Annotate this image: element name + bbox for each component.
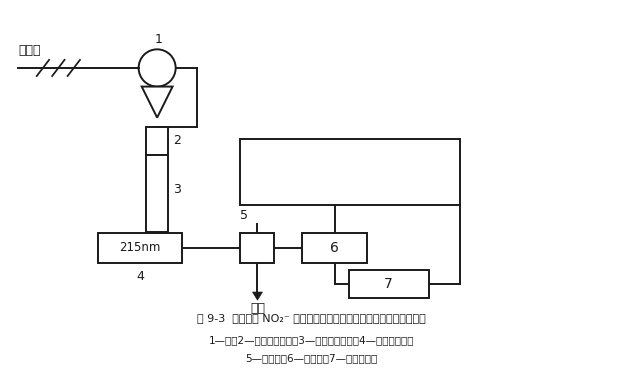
Text: 3: 3 <box>173 183 181 196</box>
Bar <box>146 155 168 232</box>
Bar <box>98 233 182 263</box>
Bar <box>240 139 460 204</box>
Text: 5—抑制器；6—电导池；7—电导检测器: 5—抑制器；6—电导池；7—电导检测器 <box>245 353 378 364</box>
Text: 4: 4 <box>136 270 144 284</box>
Text: 6: 6 <box>330 241 339 255</box>
Bar <box>348 270 429 297</box>
Text: 5: 5 <box>240 209 247 222</box>
Polygon shape <box>141 87 173 118</box>
Text: 1: 1 <box>155 33 163 46</box>
Text: 1—泵；2—阴离子保护柱；3—阴离子分离柱；4—紫外检测器；: 1—泵；2—阴离子保护柱；3—阴离子分离柱；4—紫外检测器； <box>209 335 414 345</box>
Polygon shape <box>252 292 262 300</box>
Bar <box>240 233 275 263</box>
Text: 图 9-3  同时检测 NO₂⁻ 和其他阴离子时电导和紫外两种检测器的联接: 图 9-3 同时检测 NO₂⁻ 和其他阴离子时电导和紫外两种检测器的联接 <box>197 313 426 323</box>
Text: 7: 7 <box>384 277 393 291</box>
Text: 2: 2 <box>173 135 181 147</box>
Bar <box>302 233 367 263</box>
Text: 215nm: 215nm <box>120 242 161 254</box>
Text: 淋洗液: 淋洗液 <box>18 44 40 57</box>
Bar <box>146 127 168 155</box>
Text: 废液: 废液 <box>250 302 265 315</box>
